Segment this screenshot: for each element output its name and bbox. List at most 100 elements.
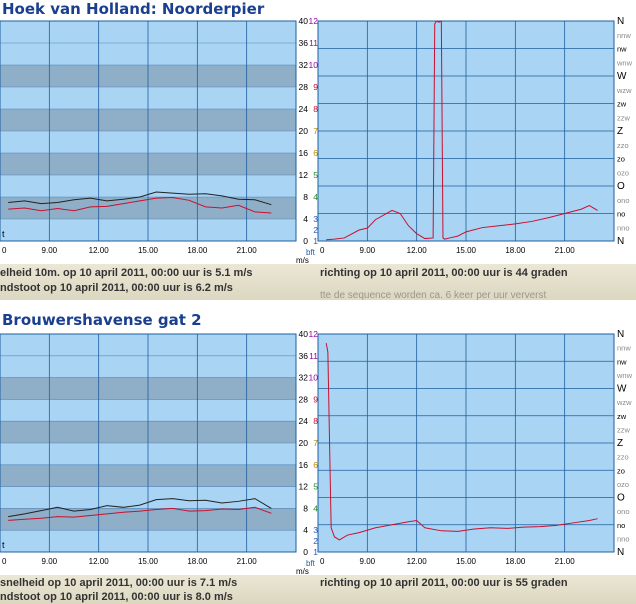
bft-tick-label: 4 (313, 503, 318, 513)
y-tick-label: 24 (299, 416, 309, 426)
ms-axis-label: m/s (296, 567, 309, 576)
y-tick-label: 4 (303, 214, 308, 224)
y-tick-label: 0 (303, 547, 308, 557)
direction-tick-label: zo (617, 466, 625, 475)
direction-tick-label: zzw (617, 113, 631, 122)
bft-tick-label: 10 (309, 60, 319, 70)
plot-border (317, 333, 615, 553)
x-tick-label: 12.00 (89, 557, 110, 566)
direction-tick-label: nw (617, 45, 627, 54)
series-line (326, 20, 598, 241)
direction-tick-label: zw (617, 100, 627, 109)
x-tick-label: 9.00 (42, 557, 58, 566)
direction-tick-label: no (617, 210, 625, 219)
bft-tick-label: 11 (309, 351, 318, 361)
y-tick-label: 28 (299, 82, 309, 92)
y-tick-label: 36 (299, 351, 309, 361)
x-tick-label: 9.00 (42, 246, 58, 255)
bft-tick-label: 6 (313, 148, 318, 158)
direction-tick-label: zzw (617, 425, 631, 434)
bft-tick-label: 7 (313, 438, 318, 448)
series-line (8, 506, 272, 521)
bft-axis-label: bft (306, 559, 316, 568)
bft-tick-label: 8 (313, 416, 318, 426)
y-tick-label: 0 (303, 236, 308, 246)
x-tick-label: 12.00 (407, 557, 428, 566)
series-line (8, 197, 272, 214)
bft-axis-label: bft (306, 248, 316, 257)
x-tick-label: 9.00 (360, 246, 376, 255)
direction-tick-label: wnw (616, 371, 633, 380)
direction-tick-label: zo (617, 155, 625, 164)
direction-tick-label: wzw (616, 398, 632, 407)
direction-tick-label: no (617, 521, 625, 530)
direction-tick-label: zzo (617, 453, 629, 462)
x-tick-label: 15.00 (138, 246, 159, 255)
bft-tick-label: 5 (313, 482, 318, 492)
series-line (8, 498, 272, 518)
x-tick-label: 18.00 (505, 557, 526, 566)
x-tick-label: 15.00 (138, 557, 159, 566)
bft-tick-label: 1 (313, 236, 318, 246)
x-tick-label: 12.00 (89, 246, 110, 255)
x-tick-label: 0 (320, 557, 325, 566)
y-tick-label: 16 (299, 460, 309, 470)
x-tick-label: 0 (2, 246, 7, 255)
y-tick-label: 36 (299, 38, 309, 48)
y-tick-label: 4 (303, 525, 308, 535)
direction-tick-label: W (617, 384, 627, 395)
direction-tick-label: ono (617, 507, 630, 516)
direction-tick-label: nno (617, 223, 630, 232)
bft-tick-label: 12 (309, 16, 319, 26)
ms-axis-label: m/s (296, 256, 309, 265)
bft-tick-label: 10 (309, 373, 319, 383)
x-tick-label: 21.00 (237, 246, 258, 255)
x-tick-label: 0 (320, 246, 325, 255)
x-tick-label: 18.00 (187, 557, 208, 566)
station-title: Brouwershavense gat 2 (2, 311, 202, 329)
direction-tick-label: wzw (616, 86, 632, 95)
direction-tick-label: zw (617, 412, 627, 421)
bft-tick-label: 2 (313, 536, 318, 546)
refresh-note: tte de sequence worden ca. 6 keer per uu… (320, 290, 547, 301)
direction-tick-label: nw (617, 357, 627, 366)
y-tick-label: 24 (299, 104, 309, 114)
y-tick-label: 40 (299, 329, 309, 339)
direction-info: richting op 10 april 2011, 00:00 uur is … (320, 577, 568, 589)
x-tick-label: 0 (2, 557, 7, 566)
x-tick-label: 9.00 (360, 557, 376, 566)
x-tick-label: 12.00 (407, 246, 428, 255)
direction-tick-label: nno (617, 534, 630, 543)
direction-tick-label: nnw (617, 344, 631, 353)
direction-tick-label: N (617, 16, 624, 27)
bft-tick-label: 6 (313, 460, 318, 470)
bft-tick-label: 7 (313, 126, 318, 136)
direction-tick-label: ozo (617, 168, 629, 177)
series-line (325, 342, 598, 541)
series-line (8, 191, 272, 206)
plot-border (0, 333, 297, 553)
plot-border (317, 20, 615, 242)
x-tick-label: 18.00 (505, 246, 526, 255)
gust-info: ndstoot op 10 april 2011, 00:00 uur is 6… (0, 282, 233, 294)
wind-speed-chart-bg2: 0 9.00 12.00 15.00 18.00 21.00403632282420161… (0, 329, 319, 576)
bft-tick-label: 3 (313, 214, 318, 224)
direction-info: richting op 10 april 2011, 00:00 uur is … (320, 267, 568, 279)
bft-tick-label: 11 (309, 38, 318, 48)
station-title: Hoek van Holland: Noorderpier (2, 0, 265, 18)
bft-tick-label: 4 (313, 192, 318, 202)
x-tick-label: 21.00 (237, 557, 258, 566)
direction-tick-label: Z (617, 438, 623, 449)
bft-tick-label: 1 (313, 547, 318, 557)
direction-tick-label: O (617, 493, 625, 504)
y-tick-label: 8 (303, 503, 308, 513)
y-tick-label: 12 (299, 170, 309, 180)
y-tick-label: 32 (299, 60, 309, 70)
y-tick-label: 8 (303, 192, 308, 202)
bft-tick-label: 8 (313, 104, 318, 114)
y-tick-label: 16 (299, 148, 309, 158)
direction-tick-label: N (617, 236, 624, 247)
bft-tick-label: 2 (313, 225, 318, 235)
